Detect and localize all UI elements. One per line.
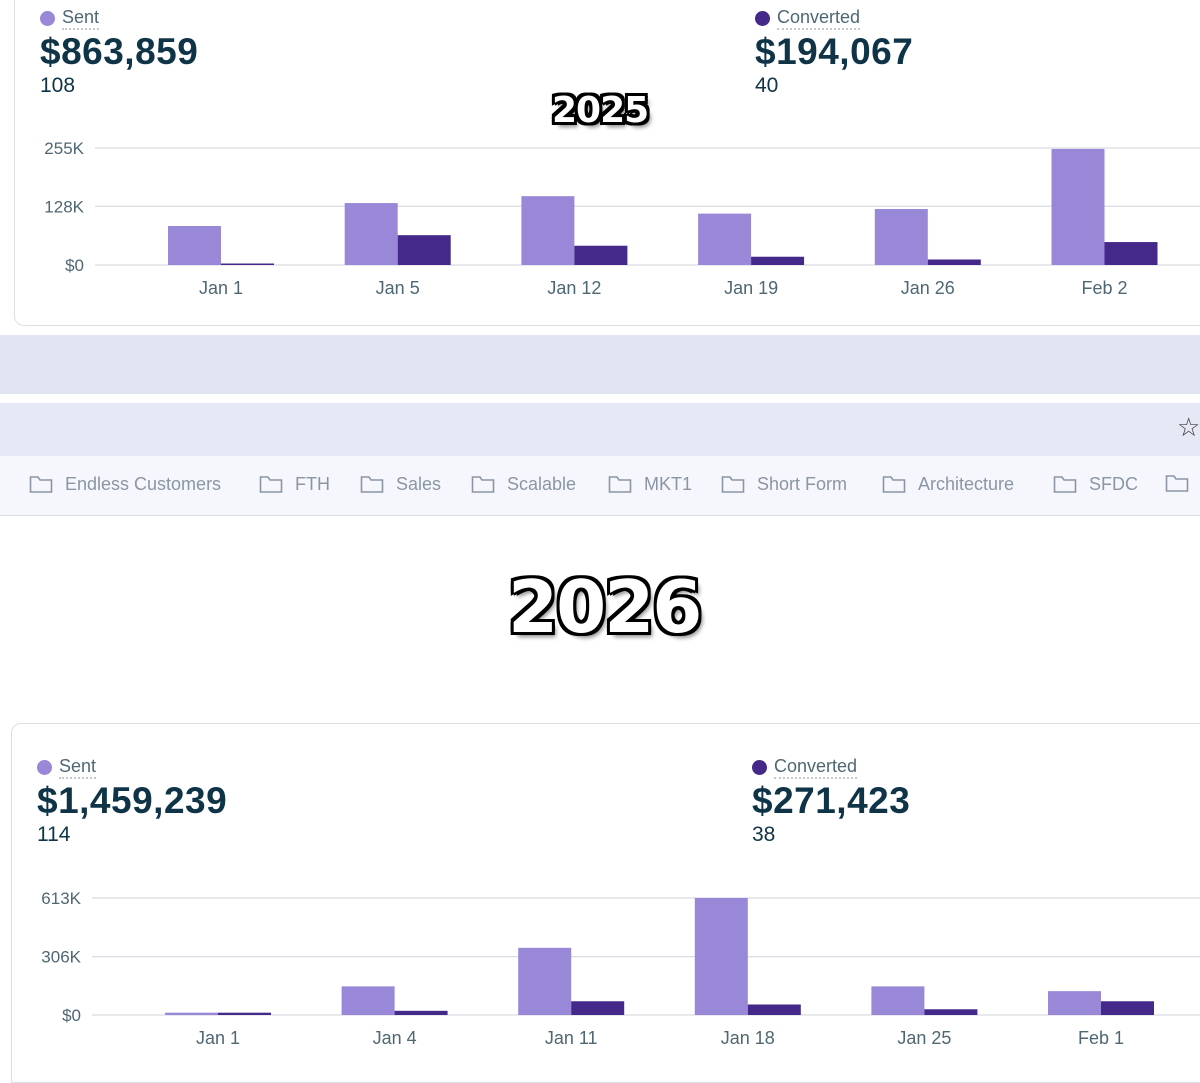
x-tick-label: Jan 1 [196, 1028, 240, 1048]
bookmark-folder-label: Short Form [757, 474, 848, 494]
converted-amount-2026: $271,423 [752, 780, 911, 821]
revenue-card-2025 [14, 0, 1200, 326]
sent-bar [518, 947, 572, 1015]
sent-bar [874, 209, 928, 265]
folder-icon [1053, 476, 1077, 493]
bookmark-folder-label: SFDC [1089, 474, 1138, 494]
sent-bar [165, 1012, 218, 1015]
converted-bar [218, 1012, 271, 1015]
converted-bar [221, 263, 274, 265]
sent-count-2025: 108 [40, 74, 76, 97]
converted-bar [751, 256, 805, 265]
legend-sent-2025[interactable]: Sent [40, 7, 100, 30]
legend-sent-label: Sent [59, 756, 97, 779]
sent-bar [1048, 991, 1101, 1015]
legend-sent-2026[interactable]: Sent [37, 756, 97, 779]
browser-address-band [0, 403, 1200, 456]
converted-dot-icon [752, 760, 767, 775]
converted-bar [574, 245, 628, 265]
sent-bar [168, 226, 221, 265]
folder-icon [29, 476, 53, 493]
converted-bar [1101, 1001, 1154, 1015]
sent-bar [698, 213, 752, 265]
y-tick-label: 613K [41, 889, 81, 908]
bookmark-folder-short-form[interactable]: Short Form [721, 474, 847, 495]
bookmark-folder-sales[interactable]: Sales [360, 474, 441, 495]
sent-bar [344, 203, 398, 265]
bookmarks-bar: Endless Customers FTH Sales Scalable MKT… [0, 456, 1200, 516]
sent-bar [341, 986, 395, 1015]
revenue-card-2026 [11, 723, 1200, 1083]
bookmark-folder-architecture[interactable]: Architecture [882, 474, 1014, 495]
sent-amount-2026: $1,459,239 [37, 780, 228, 821]
x-tick-label: Jan 5 [376, 278, 420, 298]
bookmark-folder-mkt1[interactable]: MKT1 [608, 474, 692, 495]
converted-count-2025: 40 [755, 74, 779, 97]
bookmark-folder-label: Scalable [507, 474, 577, 494]
converted-bar [747, 1004, 801, 1015]
bookmark-folder-fth[interactable]: FTH [259, 474, 330, 495]
bookmark-folder-overflow[interactable] [1165, 474, 1200, 493]
y-tick-label: 306K [41, 948, 81, 967]
converted-bar [394, 1010, 448, 1015]
bookmark-folder-label: MKT1 [644, 474, 693, 494]
legend-sent-label: Sent [62, 7, 100, 30]
x-tick-label: Jan 1 [199, 278, 243, 298]
converted-count-2026: 38 [752, 823, 776, 846]
x-tick-label: Jan 12 [547, 278, 601, 298]
converted-bar [1104, 242, 1158, 265]
y-tick-label: 128K [44, 197, 84, 216]
bookmark-folder-label: Sales [396, 474, 442, 494]
bookmark-folder-scalable[interactable]: Scalable [471, 474, 576, 495]
sent-amount-2025: $863,859 [40, 31, 199, 72]
x-tick-label: Jan 19 [724, 278, 778, 298]
x-tick-label: Jan 4 [373, 1028, 417, 1048]
converted-bar [571, 1001, 625, 1015]
folder-icon [882, 476, 906, 493]
x-tick-label: Jan 18 [721, 1028, 775, 1048]
year-2026-title: 2026 [508, 565, 702, 649]
sent-count-2026: 114 [37, 823, 71, 846]
bookmark-folder-label: Architecture [918, 474, 1015, 494]
x-tick-label: Feb 2 [1081, 278, 1127, 298]
bookmark-folder-label: Endless Customers [65, 474, 222, 494]
x-tick-label: Feb 1 [1078, 1028, 1124, 1048]
sent-bar [694, 898, 748, 1015]
folder-icon [471, 476, 495, 493]
folder-icon [721, 476, 745, 493]
x-tick-label: Jan 26 [901, 278, 955, 298]
x-tick-label: Jan 25 [897, 1028, 951, 1048]
legend-converted-label: Converted [777, 7, 861, 30]
bookmark-folder-label: FTH [295, 474, 330, 494]
converted-dot-icon [755, 11, 770, 26]
legend-converted-2025[interactable]: Converted [755, 7, 861, 30]
sent-bar [871, 986, 925, 1015]
folder-icon [259, 476, 283, 493]
star-icon[interactable]: ☆ [1177, 412, 1200, 442]
y-tick-label: $0 [62, 1006, 81, 1025]
bookmark-folder-endless-customers[interactable]: Endless Customers [29, 474, 221, 495]
converted-bar [924, 1009, 978, 1015]
bar-chart-2026: $0 306K 613K Jan 1 Jan 4 Jan 11 Jan 18 Jan 25 Fe… [41, 889, 1200, 1048]
bar-chart-2025: $0 128K 255K Jan 1 Jan 5 Jan 12 Jan 19 Jan 26 Fe… [44, 139, 1200, 298]
y-tick-label: 255K [44, 139, 84, 158]
folder-icon [360, 476, 384, 493]
sent-dot-icon [37, 760, 52, 775]
y-tick-label: $0 [65, 256, 84, 275]
year-2025-title: 2025 [552, 90, 649, 131]
sent-bar [521, 196, 575, 265]
folder-icon [608, 476, 632, 493]
bookmark-folder-sfdc[interactable]: SFDC [1053, 474, 1138, 495]
legend-converted-label: Converted [774, 756, 858, 779]
sent-bar [1051, 148, 1105, 265]
folder-icon [1165, 475, 1189, 492]
browser-toolbar-band [0, 335, 1200, 394]
converted-bar [397, 235, 451, 265]
converted-bar [927, 259, 981, 265]
x-tick-label: Jan 11 [545, 1028, 598, 1048]
converted-amount-2025: $194,067 [755, 31, 914, 72]
sent-dot-icon [40, 11, 55, 26]
legend-converted-2026[interactable]: Converted [752, 756, 858, 779]
